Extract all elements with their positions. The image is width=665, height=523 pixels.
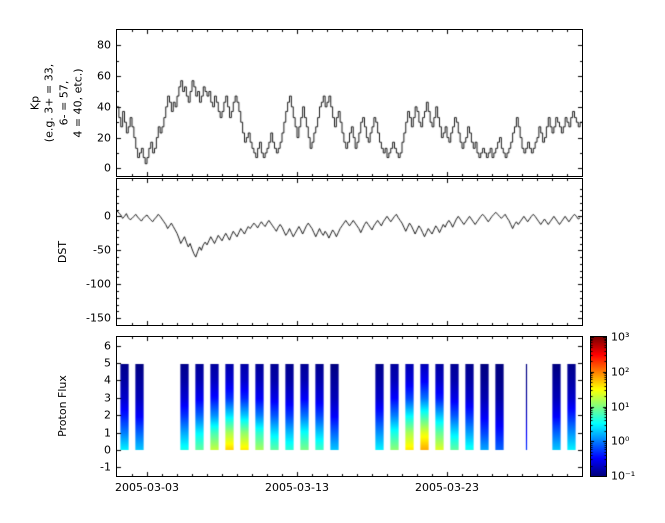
y-tick-label: -100 (86, 277, 111, 291)
y-tick-label: -50 (93, 243, 111, 257)
x-tick-label: 2005-03-23 (415, 481, 479, 494)
y-tick-label: 0 (104, 209, 111, 223)
colorbar-tick-label: 10² (611, 365, 630, 379)
y-tick-label: 0 (104, 443, 111, 457)
colorbar-canvas (591, 337, 606, 476)
x-tick-label: 2005-03-13 (265, 481, 329, 494)
x-tick-label: 2005-03-03 (115, 481, 179, 494)
colorbar-tick-label: 10³ (611, 330, 630, 344)
y-tick-label: 5 (104, 356, 111, 370)
dst-plot-canvas (117, 179, 582, 325)
kp-panel (116, 29, 583, 177)
y-tick-label: 20 (97, 131, 111, 145)
colorbar-tick-label: 10¹ (611, 400, 630, 413)
y-tick-label: 6 (104, 339, 111, 353)
colorbar (590, 336, 607, 477)
dst-panel (116, 178, 583, 326)
y-tick-label: 40 (97, 100, 111, 114)
proton-flux-heatmap-canvas (117, 337, 582, 476)
proton-flux-panel (116, 336, 583, 477)
y-tick-label: 4 (104, 373, 111, 387)
y-tick-label: 3 (104, 391, 111, 405)
kp-plot-canvas (117, 30, 582, 176)
y-tick-label: 1 (104, 426, 111, 440)
colorbar-tick-label: 10⁰ (611, 434, 630, 448)
y-tick-label: -150 (86, 311, 111, 325)
dst-axis-label: DST (55, 240, 69, 264)
y-tick-label: 0 (104, 161, 111, 175)
kp-axis-label: Kp (e.g. 3+ = 33, 6- = 57, 4 = 40, etc.) (28, 63, 85, 143)
y-tick-label: 80 (97, 38, 111, 52)
colorbar-tick-label: 10⁻¹ (611, 469, 636, 483)
y-tick-label: 2 (104, 408, 111, 422)
proton-flux-axis-label: Proton Flux (55, 375, 69, 437)
y-tick-label: 60 (97, 69, 111, 83)
y-tick-label: -1 (100, 460, 111, 474)
